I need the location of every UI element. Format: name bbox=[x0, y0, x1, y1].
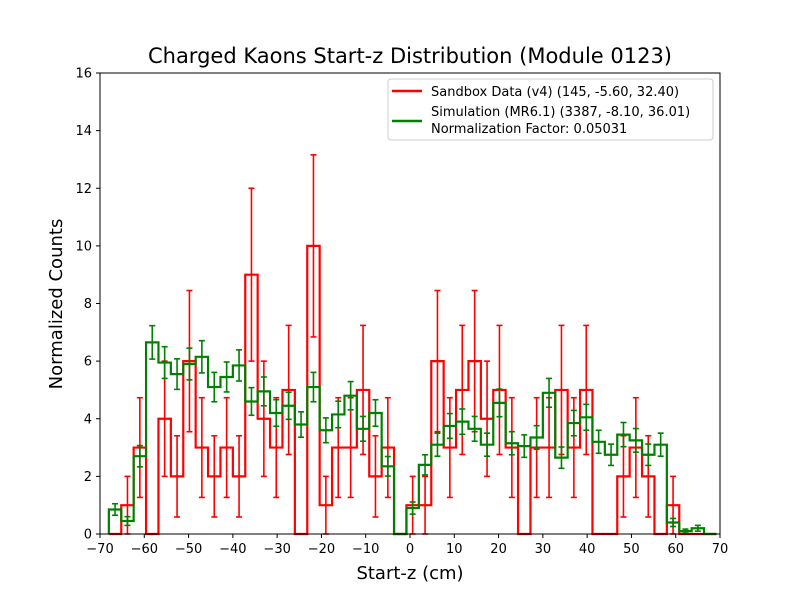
x-tick-label: 60 bbox=[667, 542, 684, 557]
chart-title: Charged Kaons Start-z Distribution (Modu… bbox=[148, 44, 672, 68]
x-tick-label: −20 bbox=[308, 542, 335, 557]
x-axis-label: Start-z (cm) bbox=[356, 563, 463, 584]
y-axis: 0 2 4 6 8 10 12 14 16 bbox=[75, 67, 100, 543]
legend-label-data: Sandbox Data (v4) (145, -5.60, 32.40) bbox=[431, 85, 679, 100]
y-tick-label: 12 bbox=[75, 182, 92, 197]
x-tick-label: 20 bbox=[490, 542, 507, 557]
legend-box bbox=[387, 78, 714, 141]
y-tick-label: 14 bbox=[75, 124, 92, 139]
x-tick-label: 40 bbox=[579, 542, 596, 557]
y-tick-label: 6 bbox=[84, 355, 92, 370]
y-tick-label: 16 bbox=[75, 67, 92, 82]
x-tick-label: −10 bbox=[352, 542, 379, 557]
plot-area bbox=[107, 154, 717, 536]
y-tick-label: 2 bbox=[84, 470, 92, 485]
y-axis-label: Normalized Counts bbox=[46, 219, 67, 390]
x-tick-label: 30 bbox=[535, 542, 552, 557]
x-tick-label: −40 bbox=[219, 542, 246, 557]
histogram-step-line bbox=[107, 341, 717, 536]
y-tick-label: 10 bbox=[75, 239, 92, 254]
series-simulation bbox=[107, 324, 717, 536]
x-tick-label: 10 bbox=[446, 542, 463, 557]
series-sandbox-data bbox=[108, 154, 717, 536]
y-tick-label: 0 bbox=[84, 528, 92, 543]
x-axis: −70 −60 −50 −40 −30 −20 −10 0 10 20 30 40 50 60 70 bbox=[86, 534, 728, 557]
x-tick-label: −30 bbox=[263, 542, 290, 557]
x-tick-label: 50 bbox=[623, 542, 640, 557]
legend-label-normalization: Normalization Factor: 0.05031 bbox=[431, 122, 627, 137]
x-tick-label: −60 bbox=[131, 542, 158, 557]
plot-frame bbox=[99, 72, 721, 535]
x-tick-label: −50 bbox=[175, 542, 202, 557]
x-tick-label: 70 bbox=[712, 542, 729, 557]
x-tick-label: 0 bbox=[406, 542, 414, 557]
x-tick-label: −70 bbox=[86, 542, 113, 557]
legend: Sandbox Data (v4) (145, -5.60, 32.40) Si… bbox=[387, 78, 714, 141]
y-tick-label: 4 bbox=[84, 412, 92, 427]
y-tick-label: 8 bbox=[84, 297, 92, 312]
legend-label-simulation: Simulation (MR6.1) (3387, -8.10, 36.01) bbox=[431, 105, 690, 120]
